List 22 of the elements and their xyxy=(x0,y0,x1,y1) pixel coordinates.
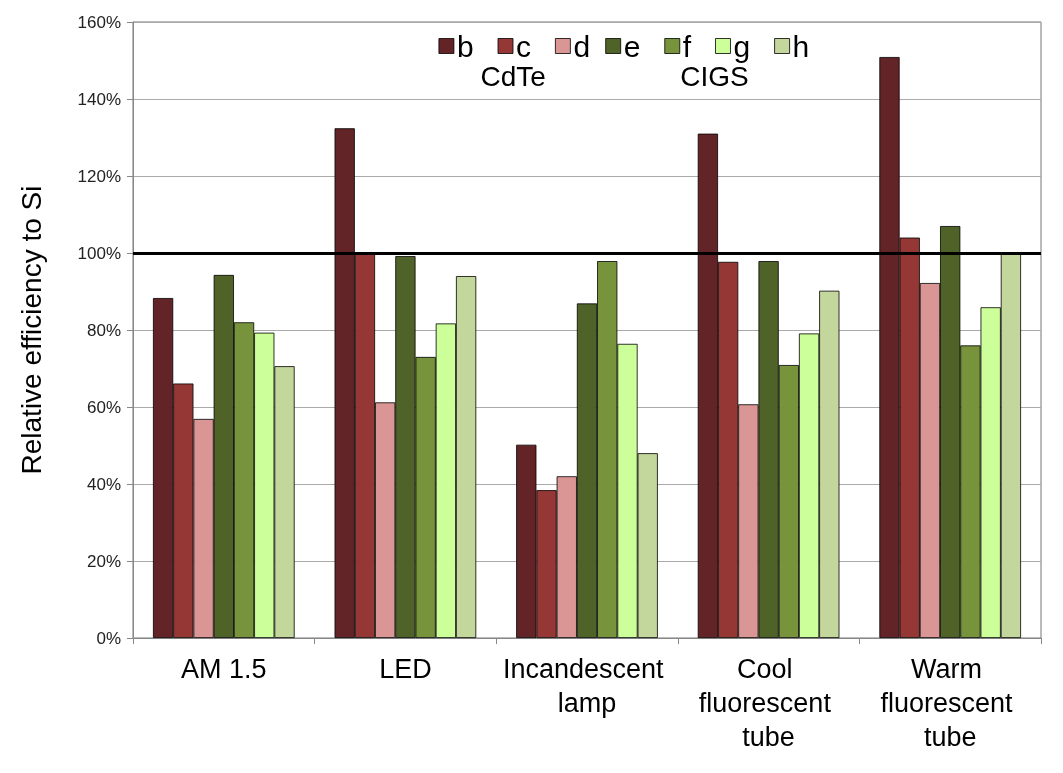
legend-label: c xyxy=(516,29,531,63)
x-tick-label: Cool fluorescent tube xyxy=(698,654,839,752)
y-axis-title: Relative efficiency to Si xyxy=(15,185,47,475)
x-tick-label: AM 1.5 xyxy=(181,654,267,684)
y-tick-label: 160% xyxy=(77,12,121,32)
y-tick-label: 40% xyxy=(86,474,121,494)
y-tick-label: 60% xyxy=(86,397,121,417)
legend-label: b xyxy=(456,29,474,63)
legend-label: d xyxy=(573,29,591,63)
x-tick-label: LED xyxy=(379,654,432,684)
y-tick-label: 100% xyxy=(77,243,121,263)
y-tick-label: 140% xyxy=(77,89,121,109)
x-tick-label: Warm fluorescent tube xyxy=(880,654,1020,752)
y-tick-label: 80% xyxy=(86,320,121,340)
annotation: CdTe xyxy=(480,60,546,92)
y-tick-label: 0% xyxy=(96,628,121,648)
legend-label: e xyxy=(623,29,641,63)
legend-label: h xyxy=(792,29,810,63)
y-tick-label: 120% xyxy=(77,166,121,186)
y-tick-label: 20% xyxy=(86,551,121,571)
x-tick-label: Incandescent lamp xyxy=(502,654,672,718)
legend-label: f xyxy=(682,29,692,63)
